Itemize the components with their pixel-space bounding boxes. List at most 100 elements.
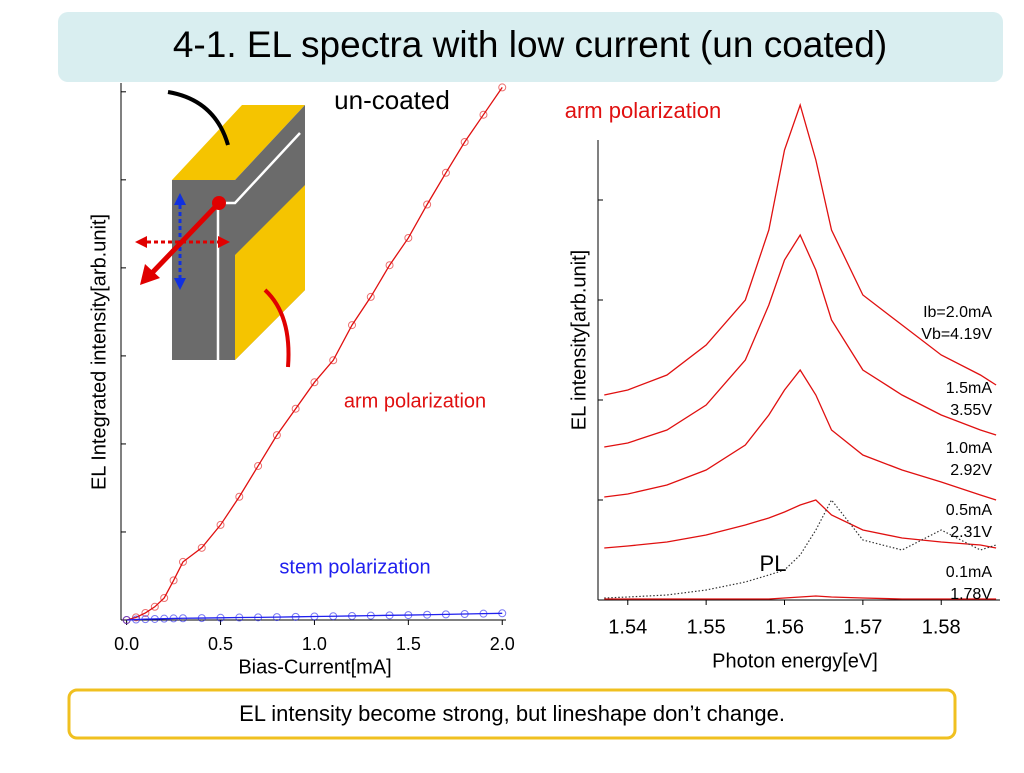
- series-label: 0.1mA: [946, 564, 993, 581]
- data-point: [272, 613, 281, 622]
- x-tick-label: 1.57: [843, 616, 882, 638]
- arrow-head: [135, 236, 147, 248]
- data-point: [169, 614, 178, 623]
- data-point: [160, 593, 169, 602]
- x-tick-label: 1.0: [302, 634, 327, 654]
- stripe: [216, 132, 301, 360]
- side-electrode: [235, 185, 305, 360]
- data-point: [366, 611, 375, 620]
- data-point: [150, 602, 159, 611]
- data-point: [498, 609, 507, 618]
- data-point: [132, 613, 141, 622]
- series-voltage: Vb=4.19V: [921, 326, 992, 343]
- data-point: [132, 615, 141, 624]
- y-axis-label: EL intensity[arb.unit]: [568, 250, 590, 430]
- data-point: [197, 614, 206, 623]
- data-point: [254, 613, 263, 622]
- data-point: [423, 610, 432, 619]
- series-voltage: 2.92V: [950, 462, 992, 479]
- top-face: [172, 105, 305, 180]
- data-point: [348, 321, 356, 330]
- series-label: 0.5mA: [946, 502, 993, 519]
- data-point: [254, 461, 263, 470]
- title-box: [58, 12, 1003, 82]
- data-point: [272, 431, 281, 440]
- series-label: stem polarization: [279, 556, 430, 578]
- data-point: [216, 613, 225, 622]
- pointer: [167, 90, 230, 146]
- x-axis-label: Photon energy[eV]: [712, 650, 878, 672]
- dot: [212, 196, 226, 210]
- y-axis-label: EL Integrated intensity[arb.unit]: [88, 214, 110, 490]
- data-point: [441, 168, 450, 177]
- data-point: [178, 557, 187, 566]
- x-tick-label: 1.5: [396, 634, 421, 654]
- data-point: [235, 613, 244, 622]
- series-line: [604, 233, 997, 448]
- series-line: [126, 87, 503, 621]
- x-tick-label: 1.56: [765, 616, 804, 638]
- x-tick-label: 1.54: [608, 616, 647, 638]
- data-point: [160, 614, 169, 623]
- series-label: 1.5mA: [946, 380, 993, 397]
- series-voltage: 1.78V: [950, 586, 992, 603]
- series-line: [604, 102, 997, 396]
- data-point: [441, 610, 450, 619]
- data-point: [141, 615, 150, 624]
- series-line: [604, 595, 997, 600]
- note-box: [67, 688, 957, 740]
- data-point: [423, 200, 432, 209]
- front-face: [172, 180, 235, 360]
- arrow-head: [140, 264, 160, 285]
- device-diagram: un-coated: [135, 85, 450, 368]
- data-point: [291, 404, 300, 413]
- arrow-head: [174, 193, 186, 205]
- data-point: [329, 612, 338, 621]
- arrow-head: [218, 236, 230, 248]
- arrow-head: [174, 278, 186, 290]
- series-voltage: 3.55V: [950, 402, 992, 419]
- data-point: [150, 614, 159, 623]
- chart-title: arm polarization: [565, 98, 722, 123]
- data-point: [235, 492, 244, 501]
- data-point: [385, 611, 394, 620]
- data-point: [366, 292, 375, 301]
- series-label: Ib=2.0mA: [923, 304, 992, 321]
- data-point: [479, 110, 488, 119]
- x-tick-label: 1.58: [922, 616, 961, 638]
- slide-title: 4-1. EL spectra with low current (un coa…: [173, 24, 887, 65]
- diagram-label: un-coated: [334, 85, 450, 115]
- data-point: [404, 611, 413, 620]
- data-point: [310, 612, 319, 621]
- x-axis-label: Bias-Current[mA]: [238, 656, 391, 678]
- data-point: [348, 611, 356, 620]
- data-point: [479, 609, 488, 618]
- x-tick-label: 0.5: [208, 634, 233, 654]
- series-line: [604, 368, 997, 501]
- data-point: [498, 83, 507, 92]
- data-point: [122, 616, 131, 624]
- data-point: [216, 520, 225, 529]
- data-point: [178, 614, 187, 623]
- series-label: 1.0mA: [946, 440, 993, 457]
- data-point: [460, 610, 469, 619]
- data-point: [291, 612, 300, 621]
- data-point: [404, 233, 413, 242]
- data-point: [385, 261, 394, 270]
- data-point: [310, 378, 319, 387]
- note: EL intensity become strong, but lineshap…: [239, 701, 785, 726]
- pointer: [263, 288, 291, 368]
- arm-arrow: [148, 201, 221, 277]
- data-point: [197, 543, 206, 552]
- series-label: PL: [760, 551, 787, 576]
- series-line: [604, 499, 997, 549]
- x-tick-label: 2.0: [490, 634, 515, 654]
- x-tick-label: 0.0: [114, 634, 139, 654]
- series-line: [604, 498, 997, 599]
- data-point: [141, 608, 150, 617]
- data-point: [460, 137, 469, 146]
- data-point: [169, 576, 178, 585]
- series-label: arm polarization: [344, 390, 486, 412]
- data-point: [329, 356, 338, 365]
